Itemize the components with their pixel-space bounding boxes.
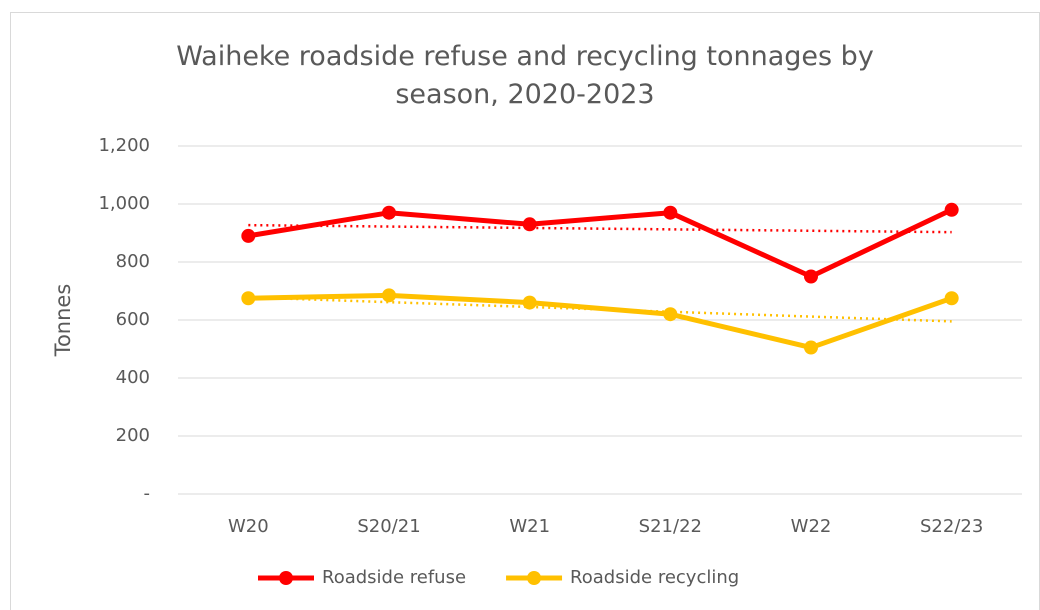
series-line xyxy=(247,207,953,279)
legend-marker xyxy=(279,571,293,585)
x-tick-label: S20/21 xyxy=(357,516,420,537)
series-line xyxy=(248,292,953,351)
y-tick-label: 400 xyxy=(116,367,150,388)
x-tick-label: W21 xyxy=(509,516,550,537)
data-point xyxy=(944,202,959,217)
x-tick-label: W20 xyxy=(228,516,269,537)
y-tick-label: 800 xyxy=(116,251,150,272)
data-point xyxy=(241,228,256,243)
y-tick-label: 600 xyxy=(116,309,150,330)
data-point xyxy=(804,340,818,355)
y-tick-label: 1,200 xyxy=(98,135,150,156)
data-point xyxy=(663,307,678,322)
data-point xyxy=(944,291,959,306)
x-tick-label: S22/23 xyxy=(920,516,983,537)
y-tick-label: - xyxy=(144,483,151,504)
data-point xyxy=(804,269,818,284)
x-tick-label: W22 xyxy=(791,516,832,537)
data-point xyxy=(663,205,678,220)
y-tick-label: 1,000 xyxy=(98,193,150,214)
legend-label: Roadside refuse xyxy=(322,567,466,588)
y-axis-label: Tonnes xyxy=(51,284,75,358)
data-point xyxy=(522,295,537,310)
data-point xyxy=(522,217,537,232)
legend-marker xyxy=(527,571,542,585)
data-point xyxy=(241,291,256,306)
data-point xyxy=(382,288,396,303)
legend-label: Roadside recycling xyxy=(570,567,739,588)
chart-title: Waiheke roadside refuse and recycling to… xyxy=(176,41,874,110)
y-tick-label: 200 xyxy=(116,425,150,446)
x-tick-label: S21/22 xyxy=(639,516,702,537)
trendline xyxy=(248,223,952,234)
data-point xyxy=(382,205,396,220)
